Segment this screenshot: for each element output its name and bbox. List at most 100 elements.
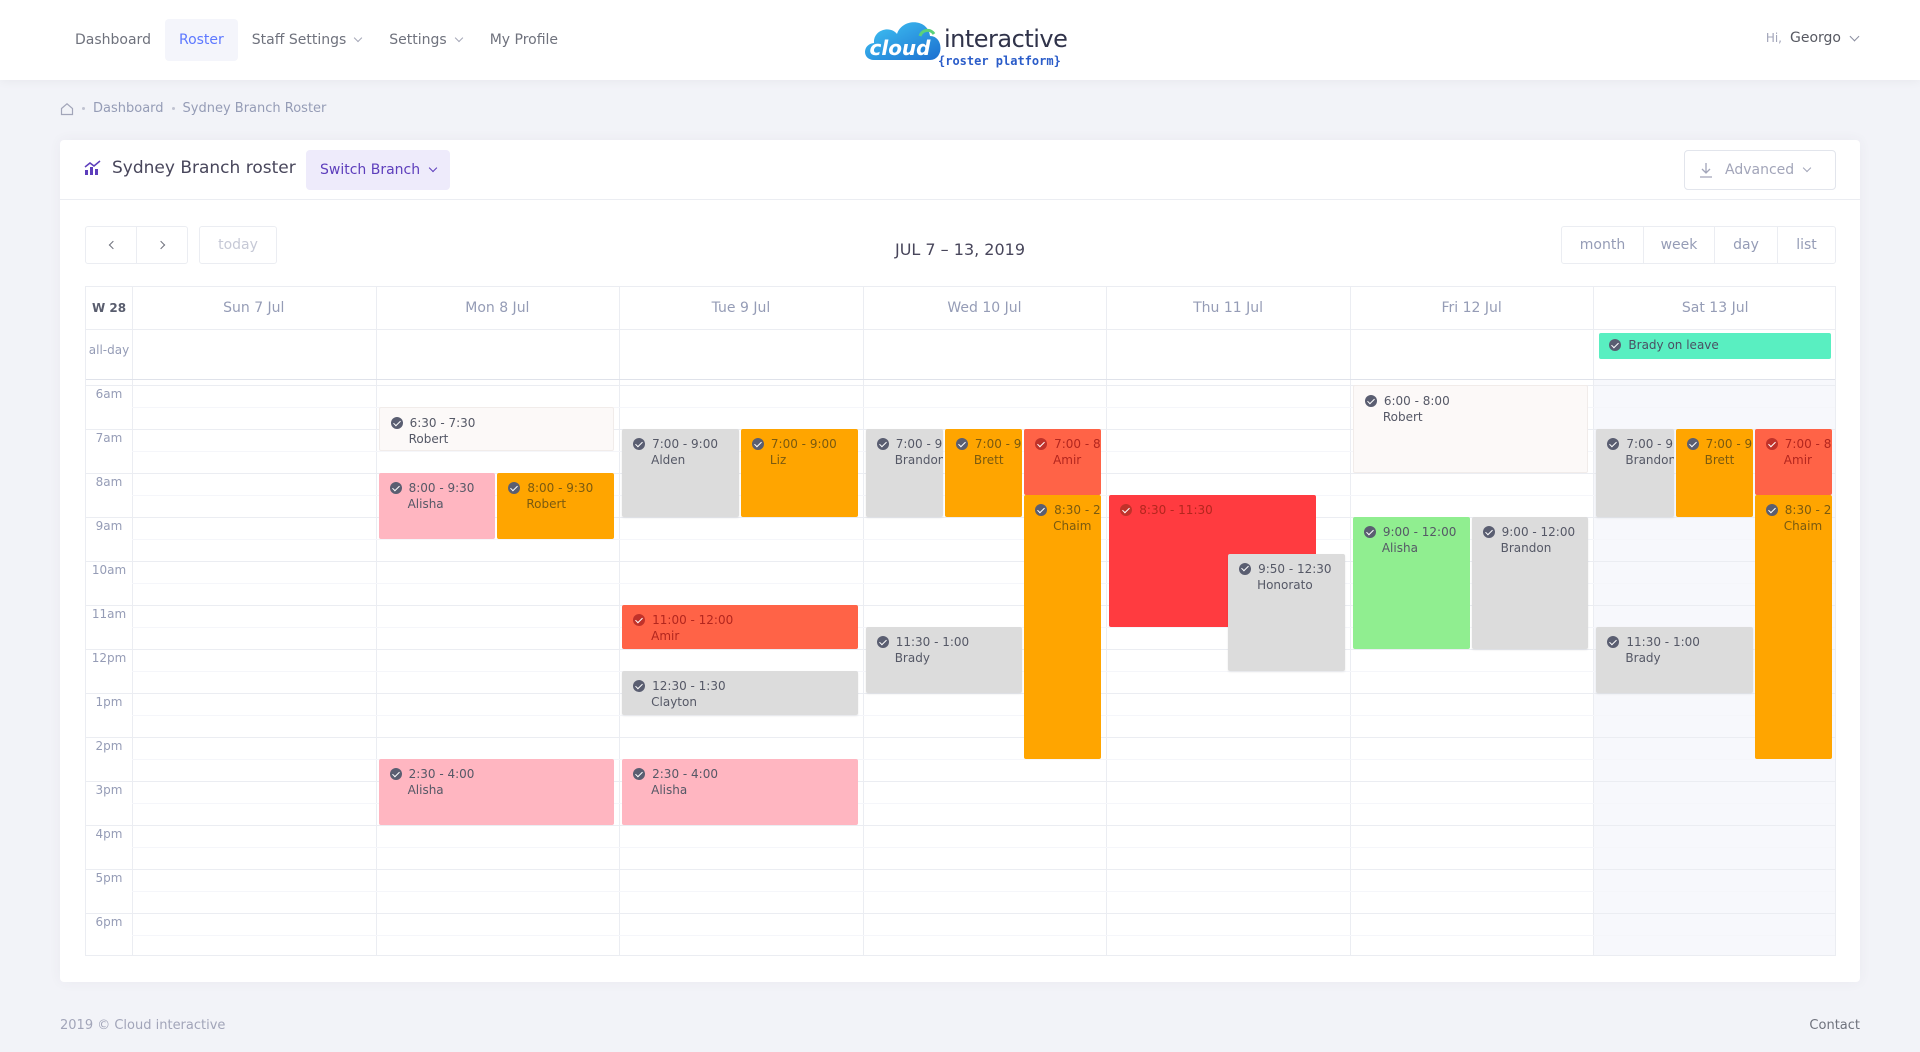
roster-shift-event[interactable]: 7:00 - 9:00 Liz bbox=[740, 429, 858, 517]
event-time-text: 6:00 - 8:00 bbox=[1383, 394, 1450, 408]
day-header: Sat 13 Jul bbox=[1681, 300, 1749, 316]
roster-shift-event[interactable]: 11:30 - 1:00 Brady bbox=[1596, 627, 1753, 693]
nav-item-settings[interactable]: Settings bbox=[375, 19, 475, 61]
view-list-button[interactable]: list bbox=[1777, 226, 1836, 264]
home-icon[interactable] bbox=[60, 102, 74, 116]
view-day-button[interactable]: day bbox=[1714, 226, 1778, 264]
event-time-text: 11:30 - 1:00 bbox=[1626, 635, 1700, 649]
event-time-text: 7:00 - 9:00 bbox=[1626, 437, 1673, 451]
time-label: 6am bbox=[95, 387, 123, 401]
nav-label: My Profile bbox=[489, 32, 559, 48]
roster-shift-event[interactable]: 6:00 - 8:00 Robert bbox=[1352, 385, 1589, 473]
next-week-button[interactable] bbox=[136, 226, 188, 264]
roster-shift-event[interactable]: 7:00 - 9:00 Brett bbox=[1675, 429, 1753, 517]
roster-shift-event[interactable]: 8:30 - 2:30 Chaim bbox=[1754, 495, 1832, 759]
event-time: 7:00 - 9:00 bbox=[751, 437, 858, 451]
event-staff-name: Brett bbox=[973, 453, 1004, 467]
grid-column-line bbox=[863, 287, 864, 955]
breadcrumb-dashboard[interactable]: Dashboard bbox=[93, 101, 164, 116]
grid-hour-line bbox=[86, 385, 1835, 386]
day-header: Fri 12 Jul bbox=[1441, 300, 1502, 316]
check-circle-icon bbox=[508, 482, 521, 494]
view-label: list bbox=[1796, 237, 1817, 253]
view-month-button[interactable]: month bbox=[1561, 226, 1644, 264]
roster-shift-event[interactable]: 9:00 - 12:00 Brandon bbox=[1471, 517, 1589, 649]
check-circle-icon bbox=[389, 482, 402, 494]
view-week-button[interactable]: week bbox=[1643, 226, 1715, 264]
event-staff-name: Liz bbox=[769, 453, 787, 467]
time-label: 9am bbox=[95, 519, 123, 533]
event-staff-name: Amir bbox=[1053, 453, 1082, 467]
grid-half-hour-line bbox=[132, 715, 1835, 716]
event-time-text: 8:00 - 9:30 bbox=[408, 481, 475, 495]
footer-copyright: 2019 © Cloud interactive bbox=[60, 1018, 226, 1033]
check-circle-icon bbox=[1120, 504, 1133, 516]
event-staff-name: Alisha bbox=[1381, 541, 1418, 555]
breadcrumb-current[interactable]: Sydney Branch Roster bbox=[182, 101, 327, 116]
roster-shift-event[interactable]: 11:30 - 1:00 Brady bbox=[865, 627, 1023, 693]
roster-shift-event[interactable]: 6:30 - 7:30 Robert bbox=[378, 407, 615, 451]
roster-shift-event[interactable]: 7:00 - 8:30 Amir bbox=[1024, 429, 1102, 495]
nav-item-staff-settings[interactable]: Staff Settings bbox=[238, 19, 375, 61]
grid-hour-line bbox=[86, 913, 1835, 914]
time-label: 1pm bbox=[95, 695, 123, 709]
day-header: Mon 8 Jul bbox=[465, 300, 530, 316]
today-button[interactable]: today bbox=[199, 226, 277, 264]
event-time: 8:00 - 9:30 bbox=[389, 481, 496, 495]
event-time: 6:30 - 7:30 bbox=[390, 416, 614, 430]
check-circle-icon bbox=[1239, 562, 1252, 575]
check-circle-icon bbox=[1035, 438, 1048, 450]
user-menu[interactable]: Hi, Georgo bbox=[1766, 30, 1860, 46]
roster-shift-event[interactable]: 7:00 - 9:00 Brett bbox=[944, 429, 1023, 517]
grid-half-hour-line bbox=[132, 759, 1835, 760]
roster-shift-event[interactable]: 12:30 - 1:30 Clayton bbox=[622, 671, 858, 715]
roster-shift-event[interactable]: 8:30 - 2:30 Chaim bbox=[1024, 495, 1102, 759]
roster-shift-event[interactable]: 7:00 - 8:30 Amir bbox=[1754, 429, 1832, 495]
advanced-button[interactable]: Advanced bbox=[1684, 150, 1836, 190]
event-time-text: 2:30 - 4:00 bbox=[408, 767, 475, 781]
nav-label: Settings bbox=[389, 32, 447, 48]
check-circle-icon bbox=[876, 636, 889, 648]
event-time: 11:30 - 1:00 bbox=[876, 635, 1022, 649]
roster-shift-event[interactable]: 9:50 - 12:30 Honorato bbox=[1228, 553, 1345, 671]
roster-shift-event[interactable]: 7:00 - 9:00 Brandon bbox=[1596, 429, 1674, 517]
event-time-text: 9:00 - 12:00 bbox=[1382, 525, 1457, 539]
roster-shift-event[interactable]: 2:30 - 4:00 Alisha bbox=[622, 759, 858, 825]
nav-item-dashboard[interactable]: Dashboard bbox=[61, 19, 165, 61]
roster-shift-event[interactable]: 7:00 - 9:00 Brandon bbox=[865, 429, 943, 517]
day-header: Tue 9 Jul bbox=[711, 300, 771, 316]
grid-half-hour-line bbox=[132, 891, 1835, 892]
event-staff-name: Chaim bbox=[1053, 519, 1092, 533]
nav-item-my-profile[interactable]: My Profile bbox=[476, 19, 572, 61]
prev-week-button[interactable] bbox=[85, 226, 137, 264]
week-number: W 28 bbox=[91, 301, 127, 315]
check-circle-icon bbox=[1686, 438, 1699, 450]
time-label: 6pm bbox=[95, 915, 123, 929]
nav-item-roster[interactable]: Roster bbox=[164, 19, 238, 61]
event-staff-name: Brady bbox=[894, 651, 930, 665]
grid-half-hour-line bbox=[132, 583, 1835, 584]
portlet-title: Sydney Branch roster bbox=[84, 158, 296, 178]
grid-column-line bbox=[1350, 287, 1351, 955]
event-staff-name: Robert bbox=[1382, 410, 1423, 424]
brand-logo[interactable]: cloud interactive {roster platform} bbox=[860, 10, 1070, 72]
roster-shift-event[interactable]: 8:00 - 9:30 Alisha bbox=[378, 473, 496, 539]
roster-shift-event[interactable]: 2:30 - 4:00 Alisha bbox=[378, 759, 615, 825]
event-staff-name: Amir bbox=[651, 629, 680, 643]
roster-shift-event[interactable]: 8:00 - 9:30 Robert bbox=[497, 473, 615, 539]
allday-event[interactable]: Brady on leave bbox=[1599, 333, 1831, 359]
roster-shift-event[interactable]: 9:00 - 12:00 Alisha bbox=[1352, 517, 1470, 649]
time-label: 7am bbox=[95, 431, 123, 445]
roster-shift-event[interactable]: 7:00 - 9:00 Alden bbox=[622, 429, 739, 517]
event-staff-name: Robert bbox=[526, 497, 567, 511]
footer-contact-link[interactable]: Contact bbox=[1809, 1018, 1860, 1033]
grid-column-line bbox=[132, 287, 133, 955]
switch-branch-button[interactable]: Switch Branch bbox=[306, 150, 451, 190]
event-time-text: 8:30 - 11:30 bbox=[1139, 503, 1213, 517]
time-label: 3pm bbox=[95, 783, 123, 797]
user-name: Georgo bbox=[1790, 30, 1841, 46]
event-time: 7:00 - 9:00 bbox=[1607, 437, 1674, 451]
event-time-text: 7:00 - 8:30 bbox=[1784, 437, 1832, 451]
roster-shift-event[interactable]: 11:00 - 12:00 Amir bbox=[622, 605, 858, 649]
event-time: 7:00 - 8:30 bbox=[1765, 437, 1832, 451]
